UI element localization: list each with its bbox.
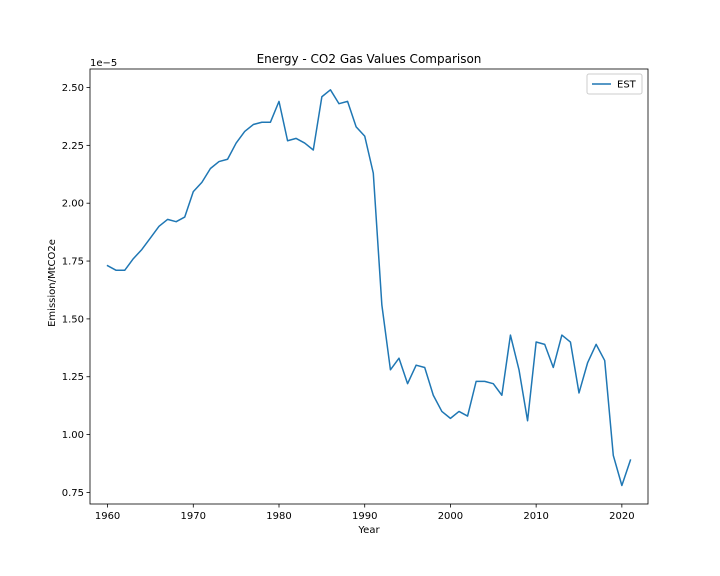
chart-title: Energy - CO2 Gas Values Comparison	[257, 52, 482, 66]
plot-frame	[89, 68, 649, 505]
x-tick-label: 1970	[181, 511, 206, 522]
x-tick-label: 2010	[523, 511, 548, 522]
y-tick-label: 2.50	[62, 83, 84, 94]
y-tick-label: 1.00	[62, 430, 84, 441]
y-tick-label: 1.50	[62, 314, 84, 325]
legend: EST	[586, 73, 643, 95]
y-tick-label: 2.25	[62, 141, 84, 152]
series-line-est	[106, 89, 632, 487]
y-tick-label: 2.00	[62, 199, 84, 210]
x-tick-label: 1980	[266, 511, 291, 522]
x-tick-label: 2000	[438, 511, 463, 522]
legend-box	[586, 73, 643, 95]
y-offset-label: 1e−5	[90, 58, 117, 69]
y-tick-label: 1.75	[62, 257, 84, 268]
y-tick-label: 1.25	[62, 372, 84, 383]
plot-area	[89, 68, 649, 505]
x-tick-label: 2020	[609, 511, 634, 522]
y-tick-label: 0.75	[62, 488, 84, 499]
x-tick-label: 1960	[95, 511, 120, 522]
x-axis-label: Year	[357, 525, 380, 536]
x-axis-ticks: 1960 1970 1980 1990 2000 2010 2020	[95, 504, 635, 522]
legend-label-est: EST	[617, 80, 637, 91]
y-axis-ticks: 0.75 1.00 1.25 1.50 1.75 2.00 2.25 2.50	[62, 83, 90, 499]
x-tick-label: 1990	[352, 511, 377, 522]
y-axis-label: Emission/MtCO2e	[47, 239, 58, 327]
